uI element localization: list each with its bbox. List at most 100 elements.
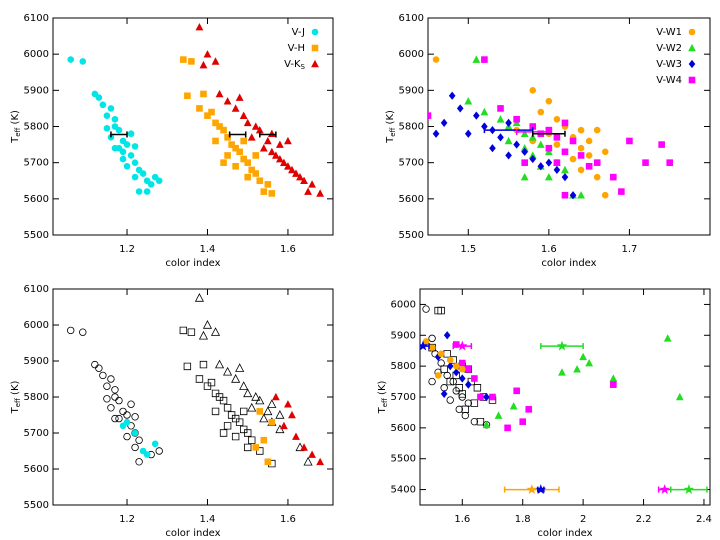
- point: [220, 126, 227, 134]
- legend-name: V-W3: [656, 59, 682, 70]
- point: [223, 366, 233, 376]
- point: [268, 418, 276, 426]
- star: [526, 484, 537, 494]
- point: [428, 334, 436, 342]
- point: [259, 144, 268, 152]
- point: [151, 440, 159, 448]
- point: [214, 359, 225, 369]
- point: [131, 429, 139, 437]
- point: [251, 392, 261, 401]
- y-tick-label: 5500: [399, 230, 424, 241]
- point: [219, 429, 228, 437]
- legend-label: V-W2: [656, 43, 682, 54]
- point: [208, 108, 215, 116]
- point: [215, 393, 224, 401]
- point: [251, 122, 260, 130]
- point: [437, 306, 445, 315]
- point: [179, 326, 188, 335]
- point: [271, 151, 280, 159]
- y-tick-label: 6000: [24, 49, 49, 60]
- point: [443, 331, 451, 340]
- points: [67, 293, 325, 468]
- point: [553, 115, 561, 123]
- point: [303, 456, 313, 466]
- point: [260, 436, 268, 444]
- point: [626, 137, 633, 145]
- legend-label: V-J: [292, 27, 305, 38]
- point: [203, 50, 212, 58]
- point: [577, 191, 585, 199]
- point: [585, 358, 594, 367]
- point: [504, 424, 511, 432]
- point: [561, 148, 569, 156]
- point: [231, 414, 240, 423]
- point: [135, 188, 143, 195]
- point: [111, 144, 119, 152]
- point: [115, 414, 123, 423]
- x-tick-label: 1.4: [200, 244, 216, 255]
- point: [91, 360, 99, 369]
- y-tick-label: 5900: [391, 330, 416, 341]
- point: [476, 417, 485, 426]
- point: [123, 418, 131, 426]
- point: [448, 91, 456, 100]
- point: [199, 360, 208, 369]
- point: [300, 176, 308, 185]
- point: [183, 362, 192, 371]
- point: [432, 56, 440, 63]
- point: [558, 368, 566, 376]
- legend-marker: [688, 43, 696, 52]
- point: [67, 56, 75, 63]
- x-axis-label: color index: [165, 528, 220, 539]
- y-axis-label: Teff (K): [385, 110, 397, 144]
- point: [107, 105, 115, 112]
- point: [131, 413, 139, 421]
- point: [240, 137, 247, 145]
- x-tick-label: 1.7: [621, 244, 637, 255]
- point: [223, 422, 232, 430]
- point: [509, 402, 518, 410]
- point: [135, 458, 143, 466]
- point: [561, 191, 569, 199]
- point: [247, 133, 256, 141]
- point: [458, 365, 466, 373]
- point: [212, 137, 219, 145]
- point: [187, 328, 196, 336]
- x-tick-label: 2.4: [696, 514, 712, 525]
- point: [231, 432, 240, 441]
- point: [458, 359, 466, 367]
- point: [143, 451, 151, 458]
- point: [569, 191, 577, 200]
- point: [202, 320, 213, 329]
- y-axis-label-part: eff: [381, 398, 389, 407]
- point: [220, 159, 227, 166]
- point: [308, 180, 316, 188]
- point: [464, 129, 472, 138]
- point: [236, 148, 243, 156]
- legend-sub: S: [301, 63, 306, 71]
- star: [659, 484, 670, 494]
- y-axis-label: Teff (K): [10, 381, 22, 415]
- point: [545, 144, 553, 152]
- x-axis-label: color index: [165, 258, 220, 269]
- point: [304, 187, 312, 195]
- x-tick-label: 1.4: [200, 514, 216, 525]
- point: [292, 432, 300, 440]
- point: [252, 170, 260, 177]
- point: [260, 188, 268, 195]
- legend-name: V-H: [288, 43, 305, 54]
- point: [521, 147, 528, 156]
- point: [79, 58, 87, 65]
- point: [280, 158, 288, 166]
- point: [465, 380, 472, 389]
- x-axis-label: color index: [537, 528, 592, 539]
- point: [268, 190, 276, 197]
- x-tick-label: 1.2: [119, 244, 135, 255]
- point: [215, 89, 224, 98]
- point: [127, 130, 135, 138]
- point: [428, 112, 432, 119]
- point: [195, 22, 204, 31]
- point: [280, 421, 288, 430]
- point: [497, 105, 504, 112]
- point: [256, 447, 264, 455]
